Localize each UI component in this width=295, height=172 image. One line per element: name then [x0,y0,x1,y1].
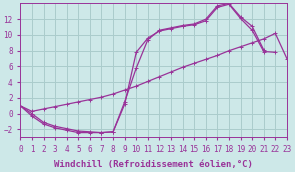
X-axis label: Windchill (Refroidissement éolien,°C): Windchill (Refroidissement éolien,°C) [54,159,253,169]
